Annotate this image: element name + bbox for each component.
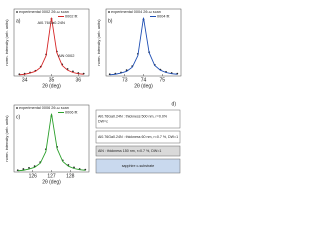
data-point — [72, 70, 74, 73]
y-axis-label: norm. intensity (arb. units) — [4, 115, 9, 162]
x-tick-label: 35 — [49, 77, 55, 83]
data-point — [28, 167, 30, 169]
figure: 34 35 36 2θ (deg) norm. intensity (arb. unit… — [4, 8, 182, 185]
layer — [95, 109, 181, 129]
y-axis-label: norm. intensity (arb. units) — [4, 19, 9, 66]
annotation: AlN 0002 — [58, 53, 75, 58]
legend-label: 0006 fit — [65, 111, 78, 115]
layer-text: Al0.76Ga0.24N : thickness 500 nm, r=0.0% — [98, 114, 168, 118]
layer — [95, 145, 181, 157]
legend-swatch — [16, 11, 18, 13]
data-point — [73, 166, 75, 169]
legend-swatch — [16, 107, 18, 109]
layer — [95, 130, 181, 144]
layer-text: DW=c — [98, 119, 108, 123]
x-tick-label: 127 — [47, 173, 56, 179]
x-axis-label: 2θ (deg) — [42, 83, 61, 89]
panel-label: b) — [108, 18, 113, 24]
annotation: Al0.76Ga0.24N — [38, 20, 65, 25]
fit-line — [17, 113, 86, 172]
layer-text: sapphire c-substrate — [122, 164, 155, 168]
panel-label: c) — [16, 114, 21, 120]
layer-text: AlN : thickness 150 nm, r=0.7 %, DW=1 — [98, 149, 161, 153]
x-tick-label: 126 — [29, 173, 38, 179]
legend-label: experimental 0006 2θ-ω scan — [19, 106, 69, 110]
x-tick-label: 75 — [159, 77, 165, 83]
x-tick-label: 74 — [141, 77, 147, 83]
legend-label: experimental 0004 2θ-ω scan — [111, 10, 161, 14]
x-axis-label: 2θ (deg) — [42, 179, 61, 185]
legend-label: experimental 0002 2θ-ω scan — [19, 10, 69, 14]
x-tick-label: 128 — [66, 173, 75, 179]
y-axis-label: norm. intensity (arb. units) — [96, 19, 101, 66]
x-axis-label: 2θ (deg) — [134, 83, 153, 89]
data-point — [22, 168, 25, 170]
panel-label: a) — [16, 18, 21, 24]
panel-label: d) — [172, 101, 177, 107]
fit-line — [109, 17, 178, 76]
legend-swatch — [108, 11, 110, 13]
legend-label: 0004 fit — [157, 15, 170, 19]
legend-label: 0002 fit — [65, 15, 78, 19]
x-tick-label: 34 — [22, 77, 28, 83]
layer — [95, 158, 181, 174]
layer-text: Al0.76Ga0.24N : thickness 60 nm, r=0.7 %… — [98, 135, 178, 139]
x-tick-label: 73 — [122, 77, 128, 83]
fit-line — [19, 17, 84, 76]
x-tick-label: 36 — [76, 77, 82, 83]
